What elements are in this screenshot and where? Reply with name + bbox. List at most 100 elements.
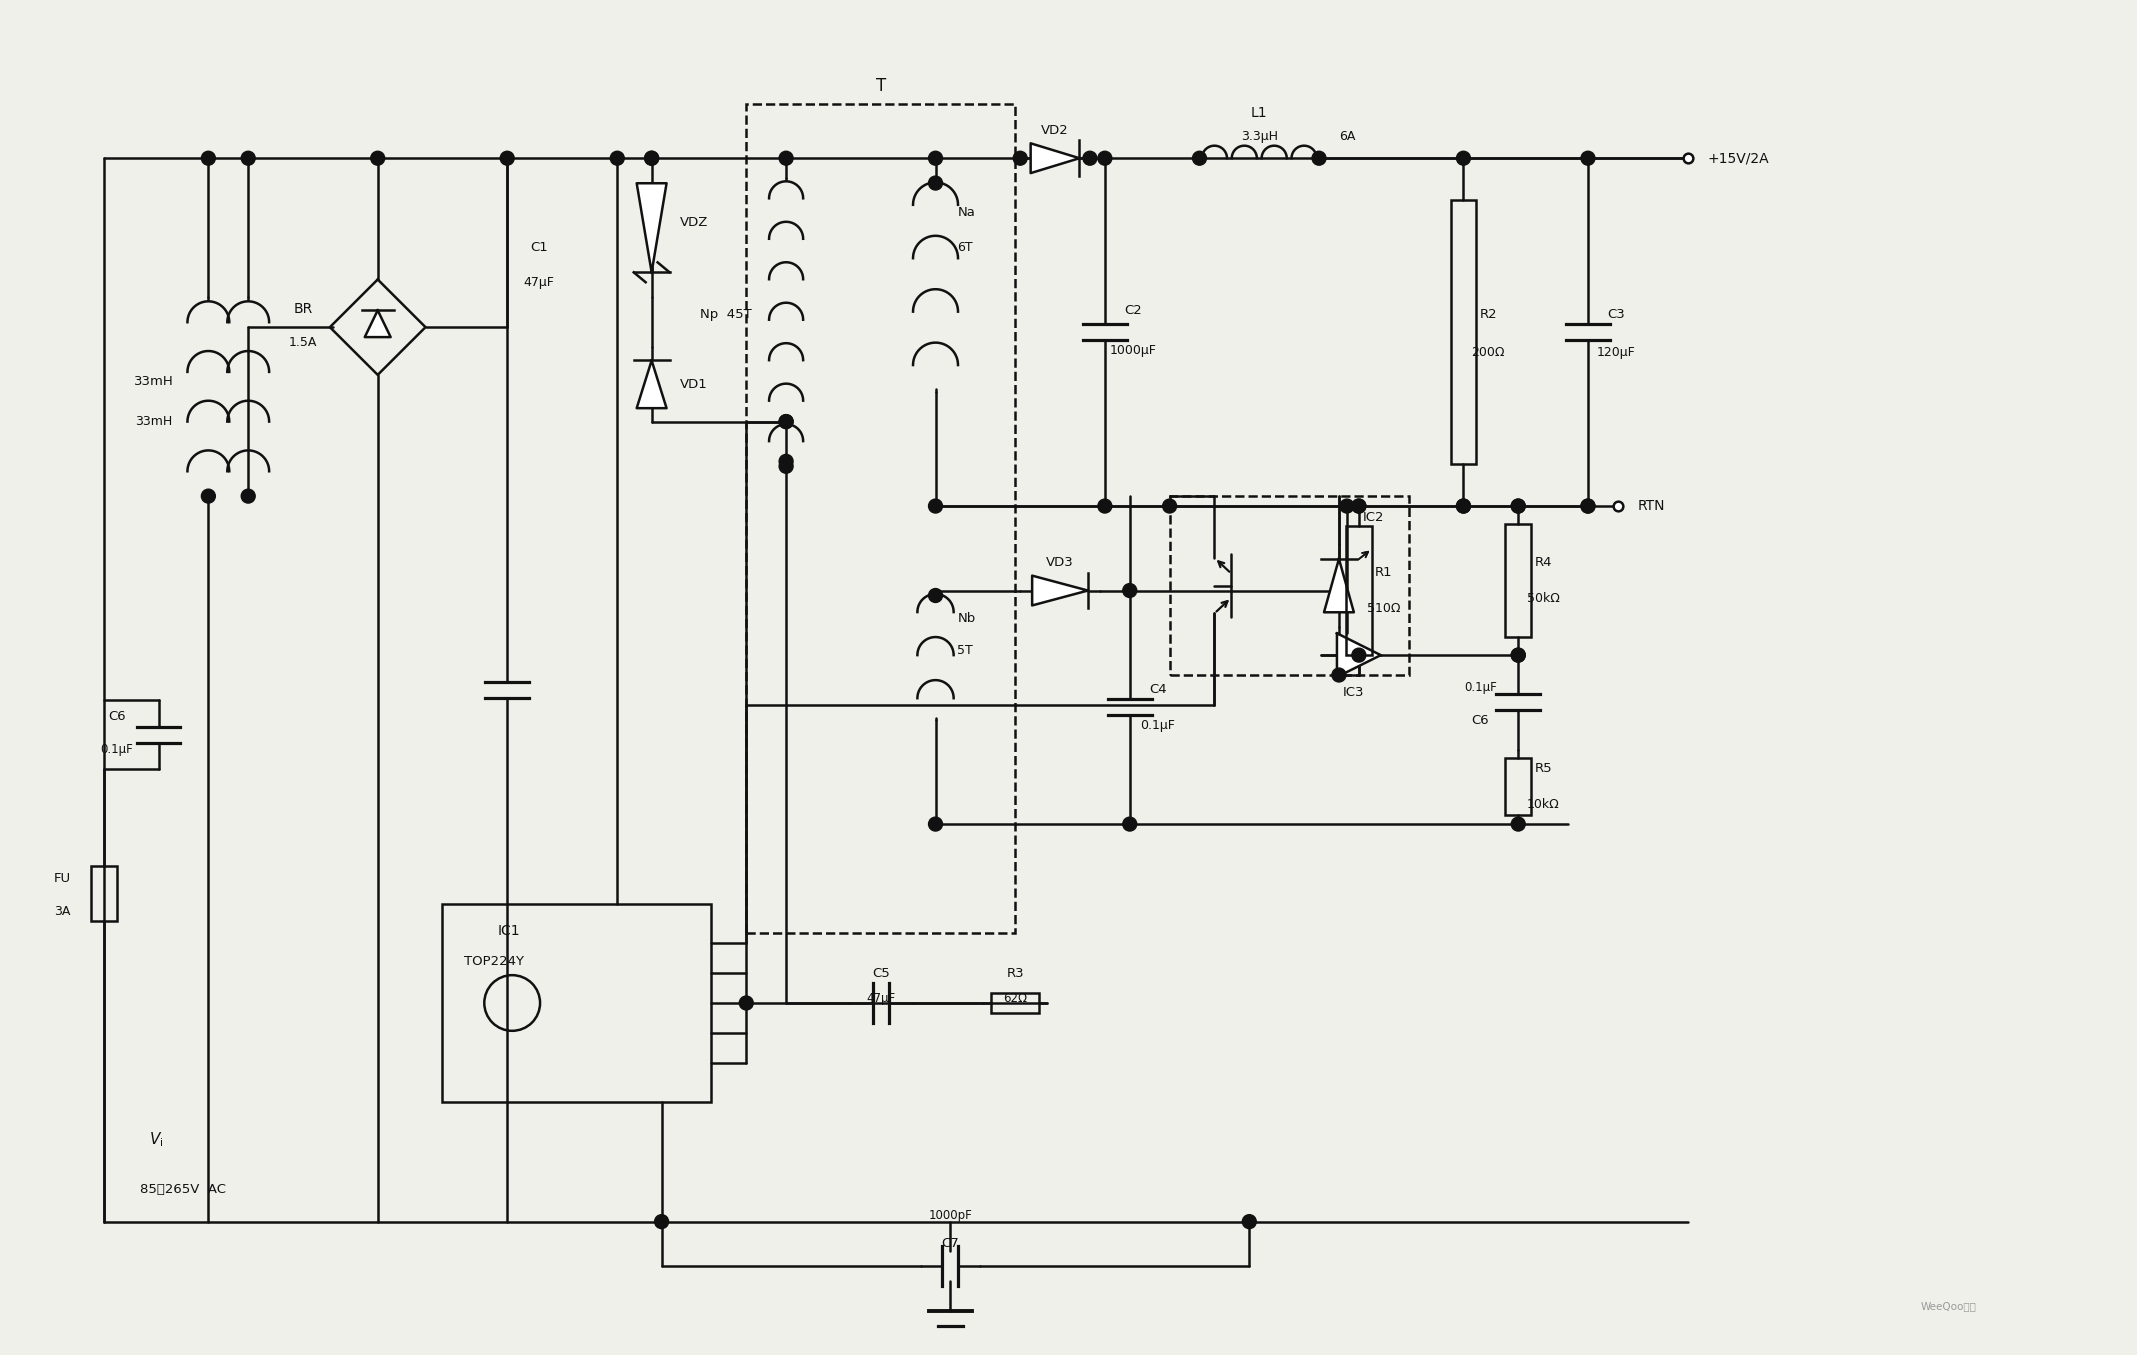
Text: 6T: 6T — [957, 241, 972, 255]
Text: BR: BR — [293, 302, 312, 316]
Text: IC2: IC2 — [1361, 511, 1385, 524]
Text: 10kΩ: 10kΩ — [1526, 798, 1560, 812]
Circle shape — [1511, 648, 1526, 663]
Circle shape — [201, 152, 216, 165]
Bar — [1504, 759, 1532, 816]
Circle shape — [780, 459, 793, 473]
Text: RTN: RTN — [1637, 499, 1665, 514]
Circle shape — [1122, 817, 1137, 831]
Circle shape — [930, 588, 942, 603]
Circle shape — [1083, 152, 1096, 165]
Text: 0.1µF: 0.1µF — [1464, 682, 1496, 694]
Circle shape — [1098, 152, 1111, 165]
Text: 6A: 6A — [1338, 130, 1355, 142]
Circle shape — [1511, 499, 1526, 514]
Text: 62Ω: 62Ω — [1002, 992, 1028, 1004]
Text: R5: R5 — [1534, 763, 1551, 775]
Text: 1000µF: 1000µF — [1109, 344, 1156, 356]
Text: TOP224Y: TOP224Y — [464, 955, 524, 967]
Circle shape — [1353, 499, 1366, 514]
Circle shape — [1340, 499, 1355, 514]
Polygon shape — [1030, 144, 1079, 173]
Circle shape — [1331, 668, 1346, 682]
Circle shape — [201, 489, 216, 503]
Text: IC1: IC1 — [498, 924, 519, 939]
Circle shape — [1511, 817, 1526, 831]
Bar — [1346, 526, 1372, 654]
Circle shape — [930, 499, 942, 514]
Text: 510Ω: 510Ω — [1368, 602, 1400, 615]
Circle shape — [611, 152, 624, 165]
Text: 5T: 5T — [957, 644, 972, 657]
Text: Np  45T: Np 45T — [701, 308, 752, 321]
Text: 50kΩ: 50kΩ — [1526, 592, 1560, 604]
Text: 3A: 3A — [53, 905, 71, 919]
Circle shape — [1511, 648, 1526, 663]
Text: R2: R2 — [1479, 308, 1498, 321]
Text: VDZ: VDZ — [680, 217, 707, 229]
Circle shape — [1581, 499, 1594, 514]
Bar — [992, 993, 1039, 1014]
Text: R3: R3 — [1007, 966, 1024, 980]
Circle shape — [1312, 152, 1325, 165]
Text: $V_{\rm i}$: $V_{\rm i}$ — [150, 1131, 162, 1149]
Text: FU: FU — [53, 873, 71, 885]
Text: C2: C2 — [1124, 304, 1141, 317]
Text: Na: Na — [957, 206, 974, 220]
Circle shape — [645, 152, 658, 165]
Text: 33mH: 33mH — [135, 375, 173, 389]
Circle shape — [780, 454, 793, 469]
Text: R1: R1 — [1374, 566, 1393, 579]
Circle shape — [780, 152, 793, 165]
Text: C3: C3 — [1607, 308, 1624, 321]
Text: 200Ω: 200Ω — [1472, 346, 1504, 359]
Circle shape — [1457, 499, 1470, 514]
Circle shape — [1511, 499, 1526, 514]
Circle shape — [1163, 499, 1177, 514]
Text: WeeQoo推荐: WeeQoo推荐 — [1921, 1301, 1977, 1312]
Circle shape — [241, 152, 254, 165]
Circle shape — [1353, 648, 1366, 663]
Polygon shape — [1325, 558, 1355, 612]
Text: VD1: VD1 — [680, 378, 707, 390]
Circle shape — [780, 415, 793, 428]
Text: Nb: Nb — [957, 612, 977, 625]
Text: 1.5A: 1.5A — [288, 336, 316, 348]
Circle shape — [739, 996, 752, 1009]
Text: VD3: VD3 — [1047, 556, 1075, 569]
Circle shape — [1353, 499, 1366, 514]
Text: C4: C4 — [1150, 683, 1167, 696]
Text: +15V/2A: +15V/2A — [1707, 152, 1769, 165]
Bar — [1504, 524, 1532, 637]
Text: 47µF: 47µF — [524, 276, 553, 289]
Text: 1000pF: 1000pF — [930, 1209, 972, 1222]
Polygon shape — [365, 310, 391, 337]
Text: 3.3µH: 3.3µH — [1242, 130, 1278, 142]
Circle shape — [370, 152, 385, 165]
Circle shape — [500, 152, 515, 165]
Polygon shape — [1032, 576, 1088, 606]
Bar — [92, 866, 118, 921]
Text: C6: C6 — [107, 710, 126, 724]
Circle shape — [1013, 152, 1028, 165]
Text: T: T — [876, 77, 887, 95]
Text: L1: L1 — [1250, 107, 1267, 121]
Text: 47µF: 47µF — [865, 992, 895, 1004]
Circle shape — [645, 152, 658, 165]
Circle shape — [930, 152, 942, 165]
Circle shape — [654, 1214, 669, 1229]
Circle shape — [780, 415, 793, 428]
Circle shape — [930, 176, 942, 190]
Circle shape — [1098, 499, 1111, 514]
Text: 0.1µF: 0.1µF — [100, 743, 132, 756]
Polygon shape — [1338, 633, 1381, 678]
Polygon shape — [637, 183, 667, 272]
Circle shape — [1242, 1214, 1257, 1229]
Circle shape — [1457, 499, 1470, 514]
Bar — [442, 904, 712, 1103]
Circle shape — [1457, 152, 1470, 165]
Text: 85～265V  AC: 85～265V AC — [141, 1183, 227, 1196]
Text: C7: C7 — [942, 1237, 960, 1251]
Circle shape — [930, 817, 942, 831]
Bar — [1451, 201, 1477, 465]
